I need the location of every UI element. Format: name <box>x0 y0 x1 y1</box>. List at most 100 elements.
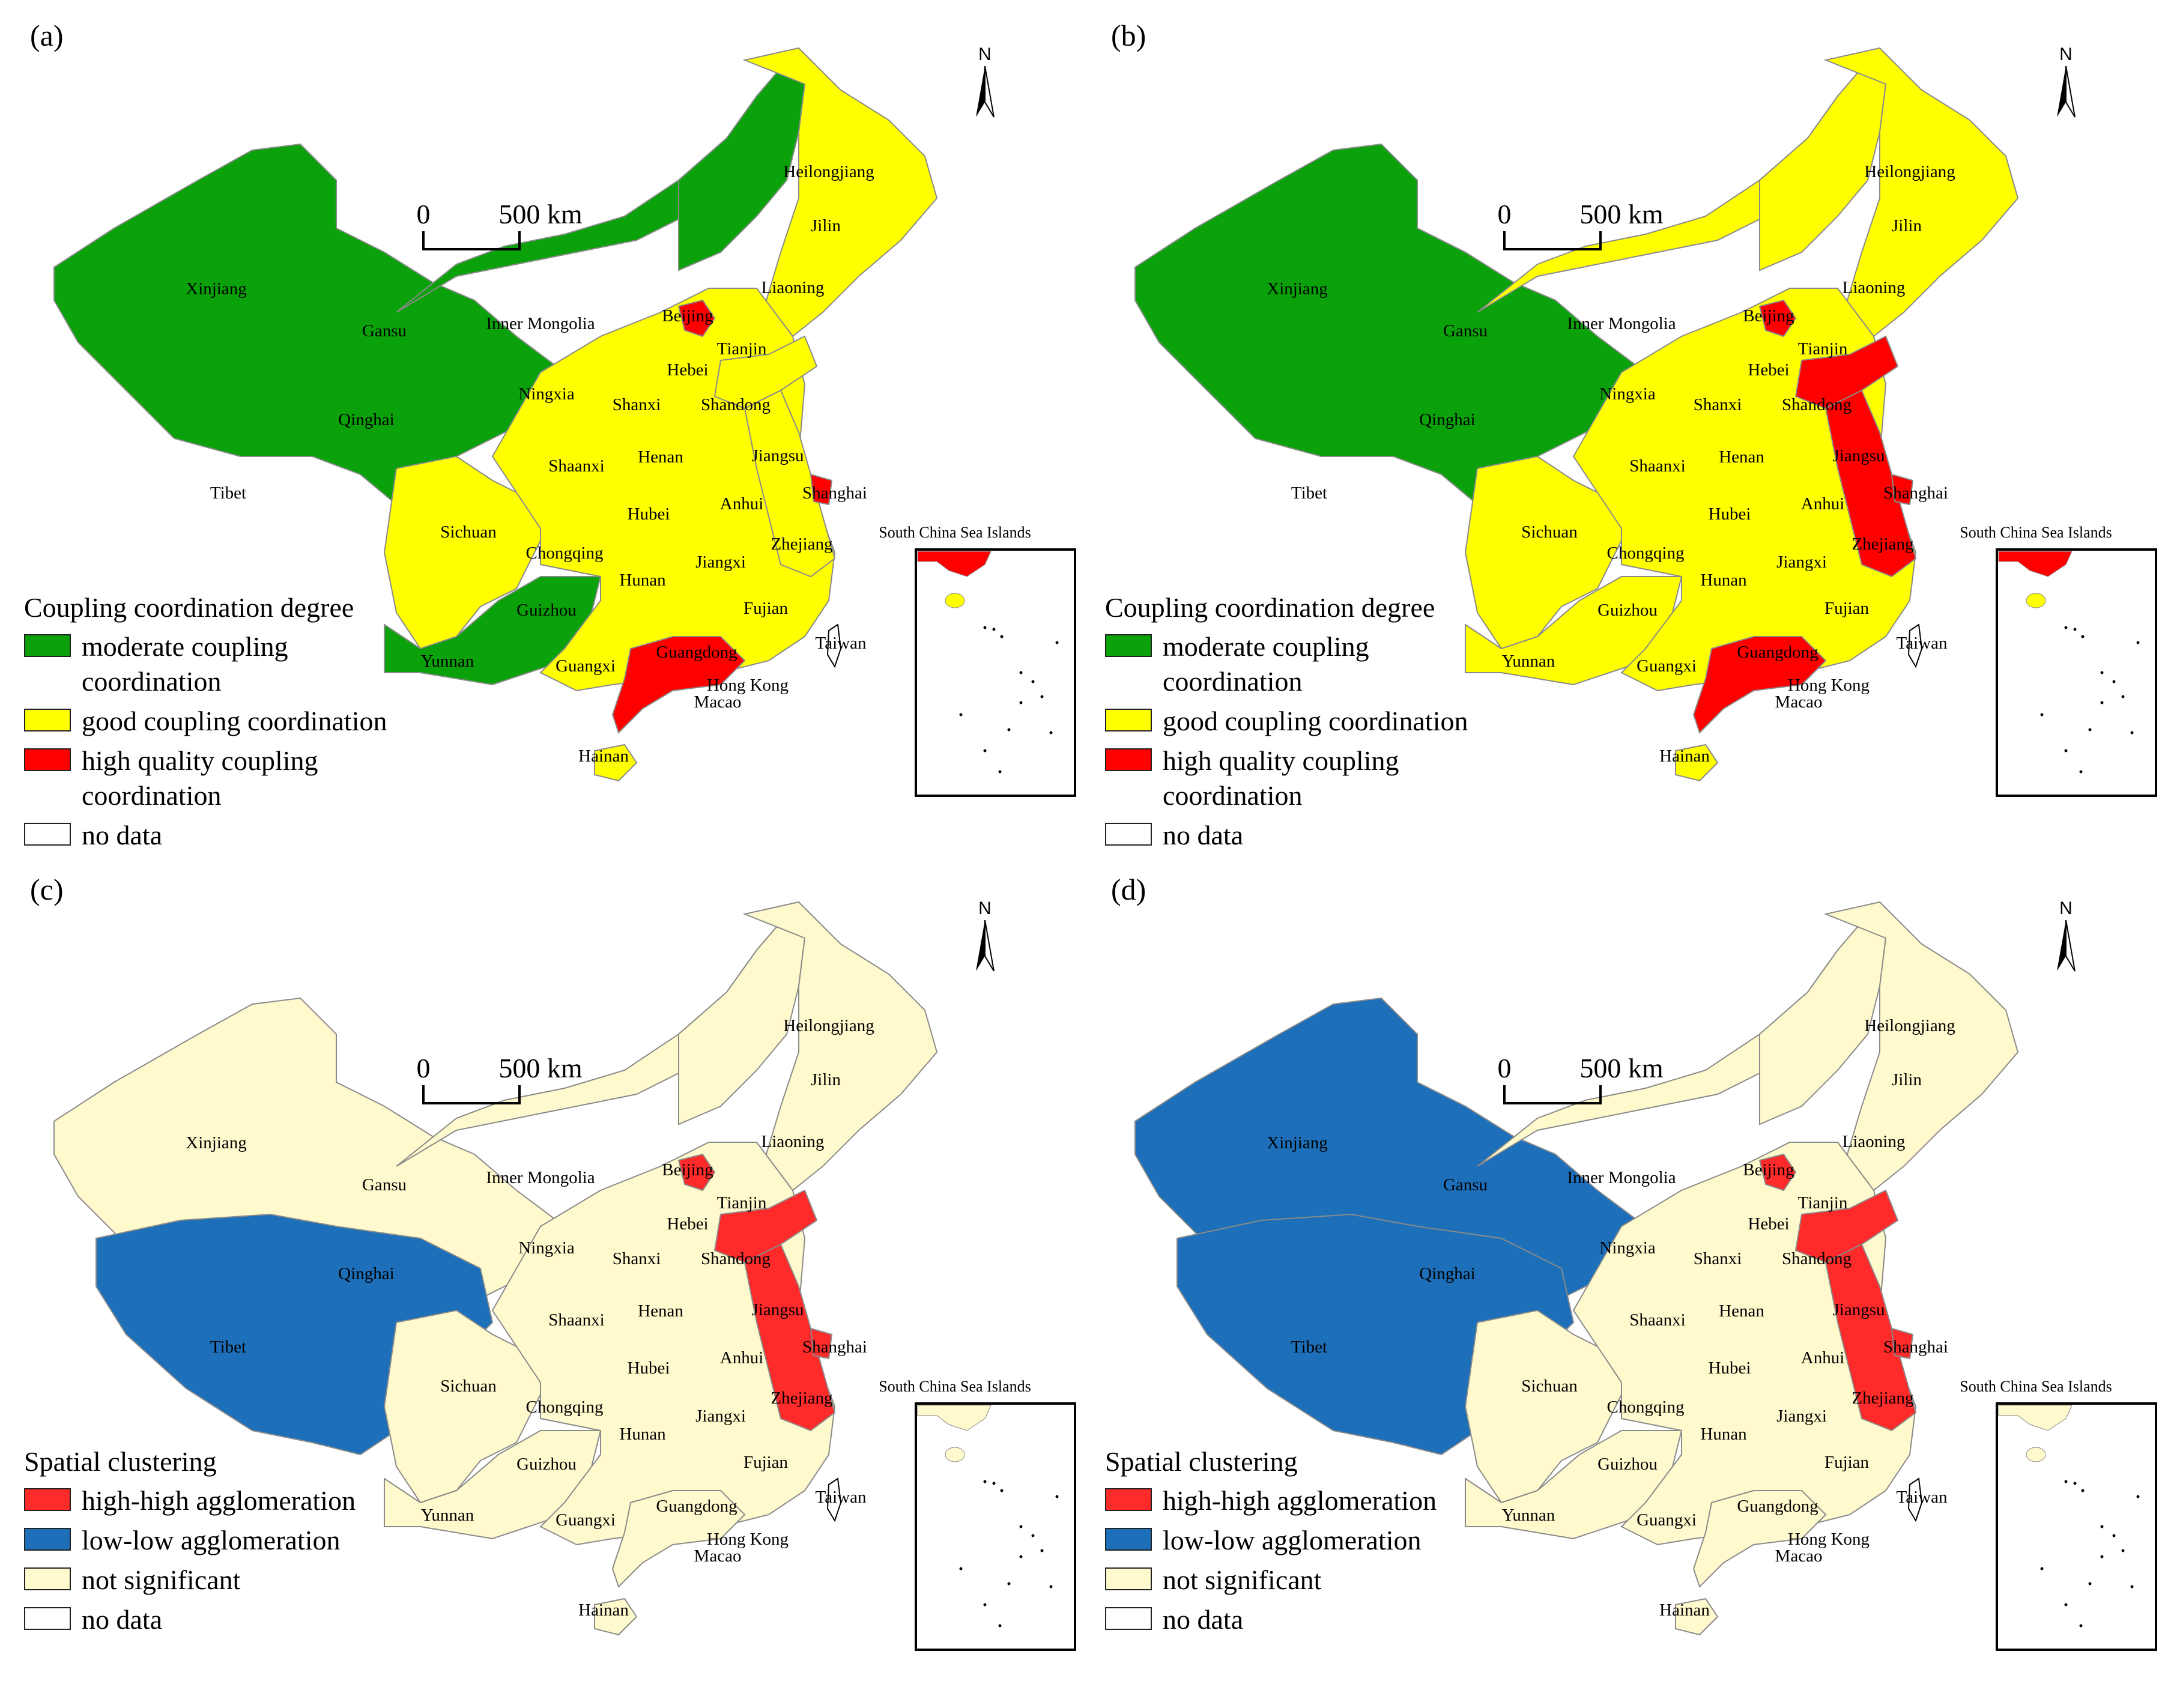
map-canvas: Xinjiang Gansu Inner Mongolia Qinghai Ningxi… <box>1134 898 2157 1651</box>
scale-distance: 500 km <box>1579 199 1664 229</box>
legend-label: no data <box>1163 820 1244 850</box>
legend: Coupling coordination degree moderate cou… <box>24 592 565 858</box>
province-label: Jilin <box>1892 216 1922 235</box>
legend-label: not significant <box>82 1564 241 1595</box>
north-label: N <box>2059 44 2073 64</box>
legend-item: high-high agglomeration <box>1105 1483 1646 1518</box>
map-panel: Xinjiang Gansu Inner Mongolia Qinghai Ningxi… <box>0 0 1081 854</box>
legend-swatch <box>24 1528 71 1551</box>
legend-label: low-low agglomeration <box>1163 1525 1422 1555</box>
province-label: Hebei <box>667 360 708 380</box>
province-label: Qinghai <box>1419 410 1475 429</box>
legend-swatch <box>1105 709 1152 731</box>
region-shandong <box>713 335 818 410</box>
province-label: Henan <box>638 447 683 467</box>
province-label: Yunnan <box>1502 652 1555 671</box>
province-label: Inner Mongolia <box>1567 1168 1676 1187</box>
legend-item: high-high agglomeration <box>24 1483 565 1518</box>
province-label: Jiangsu <box>752 446 804 465</box>
scale-bar: 0 500 km <box>1498 1053 1664 1104</box>
province-label: Macao <box>1775 692 1823 712</box>
map-panel: Xinjiang Gansu Inner Mongolia Qinghai Ningxi… <box>1081 0 2162 854</box>
region-taiwan <box>1907 1477 1923 1522</box>
province-label: Hubei <box>628 1358 670 1378</box>
province-label: Xinjiang <box>1267 279 1328 298</box>
scale-zero: 0 <box>1498 199 1512 229</box>
province-label: Qinghai <box>1419 1264 1475 1283</box>
region-guangdong <box>1692 636 1827 734</box>
legend-title: Spatial clustering <box>24 1446 217 1477</box>
legend-swatch <box>1105 748 1152 771</box>
province-label: Inner Mongolia <box>486 314 595 333</box>
south-china-sea-inset: South China Sea Islands <box>879 1378 1076 1651</box>
legend: Coupling coordination degree moderate cou… <box>1105 592 1646 858</box>
province-label: Hebei <box>1748 1214 1789 1234</box>
province-label: Shandong <box>1782 395 1852 414</box>
province-label: Jiangxi <box>1776 1407 1827 1426</box>
province-label: Anhui <box>720 494 764 513</box>
province-label: Tibet <box>1291 1337 1327 1357</box>
province-label: Jiangxi <box>695 553 746 572</box>
province-label: Beijing <box>662 306 713 326</box>
legend-item: no data <box>24 1602 565 1637</box>
legend-title: Coupling coordination degree <box>1105 592 1435 623</box>
province-label: Hainan <box>578 1600 629 1620</box>
region-jiangsu-zhejiang <box>743 1243 836 1432</box>
province-label: Henan <box>1719 1301 1764 1321</box>
province-label: Jilin <box>1892 1070 1922 1089</box>
province-label: Guizhou <box>1597 601 1658 620</box>
region-sichuan <box>1464 1309 1622 1504</box>
north-arrow-icon: N <box>976 898 995 972</box>
south-china-sea-inset: South China Sea Islands <box>879 524 1076 797</box>
province-label: Chongqing <box>526 544 604 563</box>
province-label: Guangdong <box>1737 1497 1818 1516</box>
legend-item: high quality coupling coordination <box>24 743 565 813</box>
province-label: Hubei <box>1709 1358 1751 1378</box>
province-label: Sichuan <box>440 522 497 542</box>
map-canvas: Xinjiang Gansu Inner Mongolia Qinghai Ningxi… <box>53 44 1076 797</box>
province-label: Hubei <box>1709 504 1751 524</box>
province-label: Yunnan <box>1502 1506 1555 1525</box>
legend-swatch <box>24 1567 71 1590</box>
region-beijing <box>1758 299 1797 338</box>
legend-item: good coupling coordination <box>1105 704 1646 739</box>
north-label: N <box>978 44 992 64</box>
region-shandong <box>1794 1189 1899 1264</box>
province-label: Tianjin <box>717 1193 767 1213</box>
province-label: Hunan <box>619 1425 666 1444</box>
north-arrow-icon: N <box>2057 898 2076 972</box>
legend-item: no data <box>24 818 565 853</box>
region-sichuan <box>383 455 541 650</box>
province-label: Gansu <box>362 321 407 341</box>
legend-swatch <box>24 1488 71 1511</box>
inset-title: South China Sea Islands <box>1960 524 2112 541</box>
province-label: Guangdong <box>656 643 737 662</box>
province-label: Shanxi <box>1694 1249 1742 1268</box>
province-label: Sichuan <box>440 1376 497 1396</box>
region-beijing <box>677 299 716 338</box>
inset-title: South China Sea Islands <box>879 524 1031 541</box>
legend: Spatial clustering high-high agglomeratio… <box>1105 1446 1646 1642</box>
legend-item: moderate coupling coordination <box>24 629 565 699</box>
map-canvas: Xinjiang Gansu Inner Mongolia Qinghai Ningxi… <box>1134 44 2157 797</box>
scale-distance: 500 km <box>1579 1053 1664 1083</box>
region-taiwan <box>1907 623 1923 668</box>
scale-zero: 0 <box>417 1053 431 1083</box>
province-label: Anhui <box>1801 494 1845 513</box>
province-label: Gansu <box>1443 1175 1488 1195</box>
province-label: Zhejiang <box>771 535 832 554</box>
province-label: Inner Mongolia <box>1567 314 1676 333</box>
province-label: Heilongjiang <box>783 1016 874 1035</box>
region-shanghai <box>1891 1327 1914 1360</box>
legend-item: not significant <box>24 1563 565 1597</box>
region-guangdong <box>611 1490 746 1588</box>
province-label: Shaanxi <box>548 456 604 476</box>
north-arrow-icon: N <box>976 44 995 118</box>
province-label: Chongqing <box>1607 1398 1685 1417</box>
panel-label: (b) <box>1111 19 1146 52</box>
legend-swatch <box>24 823 71 846</box>
province-label: Jiangsu <box>1833 446 1885 465</box>
province-label: Jiangxi <box>695 1407 746 1426</box>
province-label: Zhejiang <box>771 1389 832 1408</box>
province-label: Tibet <box>1291 483 1327 503</box>
